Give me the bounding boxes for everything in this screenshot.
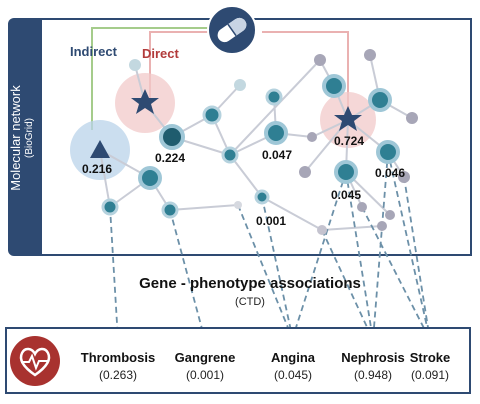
node — [299, 166, 311, 178]
phenotype-gangrene-value: (0.001) — [185, 368, 225, 382]
node — [234, 79, 246, 91]
network-side-label — [8, 18, 42, 256]
association-lines — [109, 151, 431, 341]
phenotype-stroke-value: (0.091) — [410, 368, 450, 382]
node — [264, 121, 288, 145]
node — [254, 189, 270, 205]
triangle-icon — [90, 140, 110, 158]
phenotype-stroke-name: Stroke — [409, 350, 451, 365]
pill-icon — [207, 5, 257, 55]
phenotype-gangrene-name: Gangrene — [174, 350, 236, 365]
star-icon — [334, 106, 362, 131]
phenotype-nephrosis-value: (0.948) — [353, 368, 393, 382]
heart-pulse-icon — [10, 336, 60, 386]
node — [307, 132, 317, 142]
node — [385, 210, 395, 220]
node — [398, 171, 410, 183]
indirect-label: Indirect — [70, 44, 117, 59]
score-node: 0.046 — [375, 166, 406, 180]
direct-path-right — [262, 31, 349, 118]
node — [322, 74, 346, 98]
star-icon — [131, 89, 159, 114]
node — [159, 124, 185, 150]
node — [368, 88, 392, 112]
node — [334, 160, 358, 184]
node — [376, 140, 400, 164]
node — [364, 49, 376, 61]
direct-label: Direct — [142, 46, 179, 61]
node — [129, 59, 141, 71]
node — [357, 202, 367, 212]
score-indirect: 0.216 — [82, 162, 113, 176]
node — [221, 146, 239, 164]
phenotype-thrombosis-value: (0.263) — [98, 368, 138, 382]
phenotype-angina-value: (0.045) — [273, 368, 313, 382]
node — [161, 201, 179, 219]
node — [138, 166, 162, 190]
node — [101, 198, 119, 216]
node — [317, 225, 327, 235]
associations-source: (CTD) — [235, 296, 265, 308]
node — [202, 105, 222, 125]
phenotype-panel — [5, 327, 471, 394]
score-direct-left: 0.224 — [155, 151, 186, 165]
score-node: 0.045 — [331, 188, 362, 202]
score-direct-right: 0.724 — [334, 134, 365, 148]
network-nodes — [101, 49, 418, 235]
node — [314, 54, 326, 66]
node — [265, 88, 283, 106]
score-node: 0.047 — [262, 148, 293, 162]
node — [377, 221, 387, 231]
phenotype-thrombosis-name: Thrombosis — [80, 350, 156, 365]
associations-title: Gene - phenotype associations — [139, 275, 361, 292]
score-node: 0.001 — [256, 214, 287, 228]
indirect-path — [91, 27, 212, 130]
phenotype-nephrosis-name: Nephrosis — [341, 350, 405, 365]
node — [406, 112, 418, 124]
phenotype-angina-name: Angina — [270, 350, 316, 365]
node — [234, 201, 242, 209]
